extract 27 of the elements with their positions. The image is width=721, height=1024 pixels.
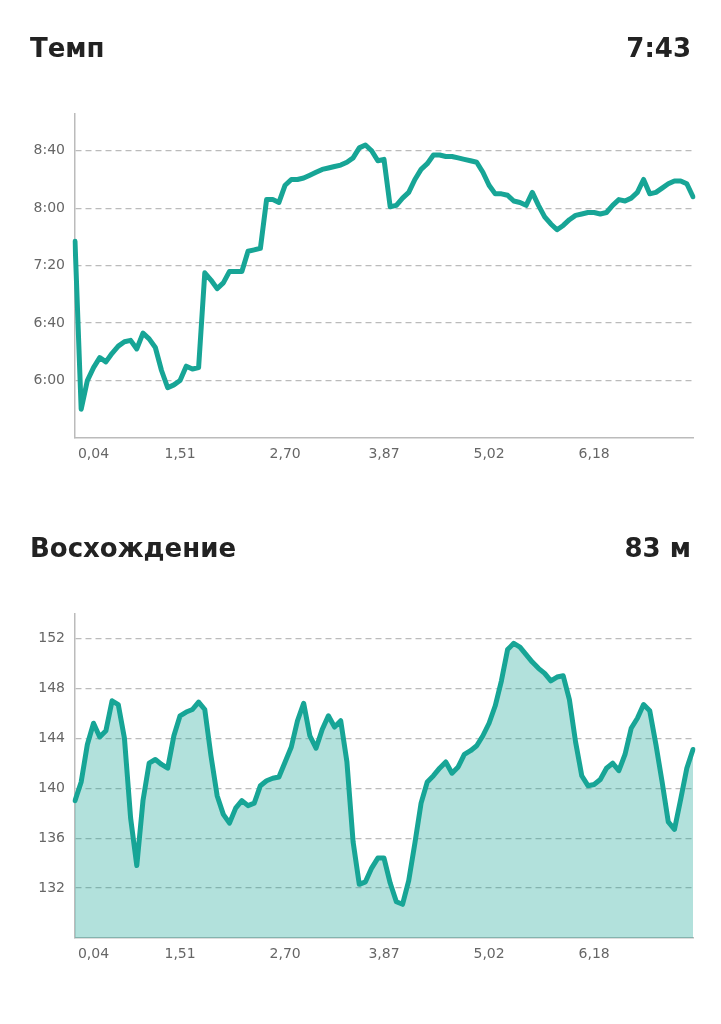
x-tick-label: 2,70: [269, 945, 301, 962]
y-tick-label: 8:00: [33, 198, 65, 215]
chart-title: Темп: [30, 32, 105, 65]
y-tick-label: 7:20: [33, 256, 65, 273]
y-tick-label: 8:40: [33, 141, 65, 158]
y-tick-label: 132: [38, 878, 65, 895]
x-tick-label: 1,51: [164, 445, 196, 462]
y-tick-label: 136: [38, 828, 66, 845]
x-tick-label: 5,02: [473, 445, 505, 462]
x-tick-label: 1,51: [164, 945, 196, 962]
chart-subtitle: 83 м: [624, 532, 691, 565]
chart-title: Восхождение: [30, 532, 237, 565]
x-tick-label: 0,04: [77, 945, 110, 962]
y-tick-label: 140: [38, 778, 65, 795]
x-tick-label: 5,02: [473, 945, 505, 962]
x-tick-label: 0,04: [77, 445, 110, 462]
x-tick-label: 6,18: [578, 445, 610, 462]
x-tick-label: 3,87: [368, 945, 400, 962]
y-tick-label: 144: [38, 728, 66, 745]
y-tick-label: 6:40: [33, 313, 65, 330]
chart-subtitle: 7:43: [626, 32, 691, 65]
y-tick-label: 6:00: [33, 371, 65, 388]
x-tick-label: 3,87: [368, 445, 400, 462]
y-tick-label: 148: [38, 678, 65, 695]
x-tick-label: 2,70: [269, 445, 301, 462]
y-tick-label: 152: [38, 629, 65, 646]
x-tick-label: 6,18: [578, 945, 610, 962]
